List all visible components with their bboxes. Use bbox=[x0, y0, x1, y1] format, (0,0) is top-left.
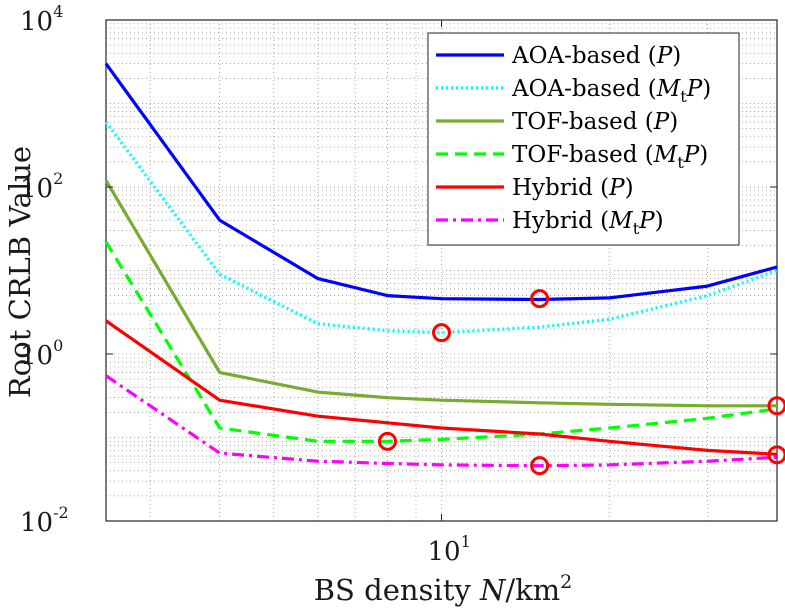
legend-label-part: ) bbox=[655, 208, 664, 234]
x-tick-exponent: 1 bbox=[461, 532, 471, 551]
legend-label-part: t bbox=[633, 219, 640, 238]
series-line-2 bbox=[104, 179, 777, 408]
legend-label-part: AOA-based ( bbox=[511, 76, 657, 102]
highlight-markers bbox=[377, 289, 785, 476]
y-tick-exponent: 2 bbox=[53, 169, 63, 188]
series-line-5 bbox=[105, 374, 778, 468]
series-line-3 bbox=[104, 241, 778, 443]
legend-label-part: P bbox=[686, 76, 703, 102]
legend-label-part: P bbox=[608, 175, 625, 201]
x-tick-base: 10 bbox=[428, 537, 461, 567]
y-axis-label: Root CRLB Value bbox=[3, 146, 37, 398]
legend: AOA-based (P)AOA-based (MtP)TOF-based (P… bbox=[427, 32, 740, 246]
legend-label-part: P) bbox=[683, 142, 708, 168]
x-tick-label: 101 bbox=[428, 532, 471, 567]
x-axis-label-unit-exponent: 2 bbox=[560, 571, 572, 593]
y-tick-exponent: 4 bbox=[53, 2, 63, 21]
legend-label-part: ) bbox=[702, 76, 711, 102]
legend-label-part: t bbox=[680, 87, 687, 106]
series-line-1 bbox=[104, 120, 778, 335]
x-axis-label-variable: N bbox=[479, 573, 507, 607]
series-layer bbox=[104, 62, 778, 468]
x-axis-label-unit: /km bbox=[505, 573, 560, 607]
y-tick-base: 10 bbox=[20, 174, 53, 204]
legend-label-part: ) bbox=[699, 142, 708, 168]
y-tick-label: 10-2 bbox=[20, 503, 69, 538]
legend-label-part: ) bbox=[672, 43, 681, 69]
highlight-marker bbox=[530, 289, 550, 309]
legend-label-1: AOA-based (MtP) bbox=[511, 76, 711, 106]
legend-label-part: ) bbox=[669, 109, 678, 135]
legend-label-part: P bbox=[683, 142, 700, 168]
y-tick-base: 10 bbox=[20, 508, 53, 538]
y-tick-base: 10 bbox=[20, 341, 53, 371]
legend-label-part: P bbox=[656, 43, 673, 69]
y-tick-base: 10 bbox=[20, 7, 53, 37]
legend-label-part: TOF-based ( bbox=[512, 142, 654, 168]
y-tick-label: 100 bbox=[20, 336, 63, 371]
legend-label-part: P) bbox=[686, 76, 711, 102]
legend-label-part: M bbox=[608, 208, 634, 234]
legend-label-part: P bbox=[653, 109, 670, 135]
legend-label-part: Hybrid ( bbox=[512, 208, 609, 234]
legend-label-4: Hybrid (P) bbox=[512, 175, 634, 201]
highlight-marker bbox=[530, 456, 550, 476]
legend-items: AOA-based (P)AOA-based (MtP)TOF-based (P… bbox=[436, 43, 711, 238]
legend-label-part: M bbox=[656, 76, 682, 102]
y-tick-exponent: 0 bbox=[53, 336, 63, 355]
series-line-4 bbox=[105, 319, 778, 456]
x-axis-label: BS density N/km2 bbox=[314, 571, 573, 607]
legend-label-part: t bbox=[677, 153, 684, 172]
x-axis-label-text: BS density bbox=[314, 573, 480, 607]
series-line-0 bbox=[104, 62, 778, 302]
legend-label-part: Hybrid ( bbox=[512, 175, 609, 201]
legend-label-3: TOF-based (MtP) bbox=[512, 142, 708, 172]
legend-label-part: M bbox=[653, 142, 679, 168]
legend-label-2: TOF-based (P) bbox=[512, 109, 678, 135]
legend-label-0: AOA-based (P) bbox=[511, 43, 681, 69]
legend-label-part: P) bbox=[638, 208, 663, 234]
highlight-marker bbox=[432, 323, 451, 343]
y-tick-exponent: -2 bbox=[53, 503, 69, 522]
highlight-marker bbox=[767, 396, 785, 416]
legend-label-part: AOA-based ( bbox=[511, 43, 657, 69]
legend-label-part: TOF-based ( bbox=[512, 109, 654, 135]
legend-label-part: P bbox=[638, 208, 655, 234]
legend-box bbox=[427, 32, 740, 246]
highlight-marker bbox=[377, 431, 397, 451]
y-tick-label: 104 bbox=[20, 2, 63, 37]
legend-label-part: ) bbox=[625, 175, 634, 201]
highlight-marker bbox=[767, 445, 785, 465]
y-tick-label: 102 bbox=[20, 169, 63, 204]
legend-label-5: Hybrid (MtP) bbox=[512, 208, 664, 238]
